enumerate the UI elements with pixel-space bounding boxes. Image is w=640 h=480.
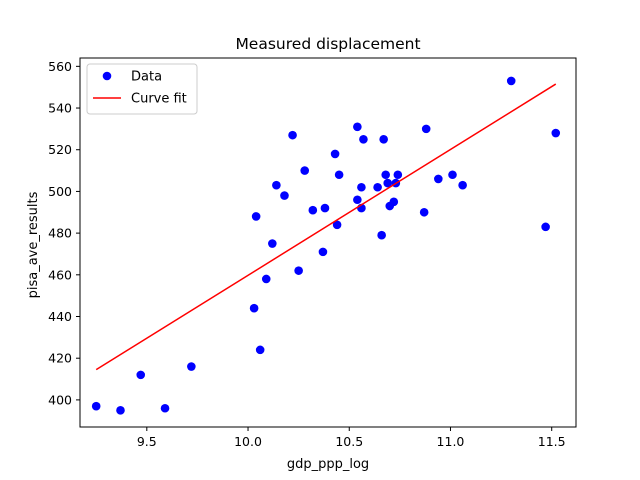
data-point-8 [261, 274, 271, 284]
legend-marker-swatch [102, 71, 112, 81]
data-point-42 [551, 128, 561, 138]
data-point-4 [187, 362, 196, 371]
legend-entry-0: Data [102, 70, 162, 85]
y-tick-label-7: 540 [48, 101, 72, 116]
fit-line [95, 83, 557, 371]
y-axis-label: pisa_ave_results [26, 191, 41, 298]
data-point-16 [318, 247, 328, 257]
legend-label-0: Data [131, 70, 162, 85]
data-point-2 [136, 370, 146, 380]
y-tick-label-8: 560 [48, 59, 72, 74]
data-point-19 [332, 220, 342, 230]
axes: 9.5 10.0 10.5 11.0 11.5 400 420 440 460 480 500 520… [48, 57, 577, 449]
data-point-10 [272, 180, 281, 190]
data-point-26 [373, 182, 382, 192]
data-point-28 [379, 135, 388, 144]
data-point-7 [255, 345, 265, 355]
data-point-40 [506, 76, 516, 86]
data-point-24 [357, 182, 366, 192]
data-point-37 [434, 174, 443, 184]
data-point-0 [91, 401, 101, 411]
x-tick-label-3: 11.0 [437, 434, 465, 449]
data-point-32 [389, 197, 399, 207]
y-tick-label-6: 520 [48, 142, 72, 157]
data-point-5 [249, 303, 259, 313]
data-point-3 [160, 403, 170, 413]
y-tick-label-2: 440 [48, 309, 72, 324]
legend: Data Curve fit [86, 63, 198, 115]
x-tick-label-0: 9.5 [137, 434, 157, 449]
data-point-9 [268, 239, 277, 248]
data-point-29 [381, 170, 391, 180]
data-point-22 [353, 195, 362, 205]
legend-box [86, 63, 198, 115]
data-point-20 [334, 170, 344, 180]
x-tick-label-1: 10.0 [234, 434, 262, 449]
data-point-17 [320, 203, 330, 213]
plot-area [91, 76, 561, 415]
data-point-11 [280, 191, 289, 200]
axes-frame [79, 57, 577, 428]
data-point-36 [421, 124, 431, 134]
data-point-38 [448, 170, 457, 180]
data-point-14 [300, 166, 310, 175]
data-point-25 [359, 135, 368, 144]
series-curve-fit [95, 83, 557, 371]
data-point-18 [330, 149, 340, 159]
data-point-21 [353, 122, 362, 132]
data-point-12 [288, 130, 297, 140]
chart-title: Measured displacement [235, 35, 420, 53]
data-point-39 [458, 180, 467, 190]
y-tick-label-3: 460 [48, 267, 72, 282]
x-tick-label-2: 10.5 [335, 434, 363, 449]
data-point-6 [251, 212, 261, 221]
data-point-41 [541, 222, 550, 232]
y-tick-label-4: 480 [48, 226, 72, 241]
y-tick-label-5: 500 [48, 184, 72, 199]
series-data [91, 76, 561, 415]
y-tick-label-0: 400 [48, 392, 72, 407]
y-tick-label-1: 420 [48, 351, 72, 366]
data-point-35 [419, 207, 429, 217]
x-axis-label: gdp_ppp_log [287, 457, 369, 472]
data-point-27 [377, 230, 386, 240]
legend-label-1: Curve fit [131, 92, 187, 107]
data-point-13 [294, 266, 303, 275]
data-point-34 [393, 170, 403, 180]
x-tick-label-4: 11.5 [538, 434, 566, 449]
data-point-30 [383, 178, 393, 188]
legend-entry-1: Curve fit [93, 92, 187, 107]
data-point-15 [308, 205, 318, 215]
data-point-1 [116, 406, 125, 415]
